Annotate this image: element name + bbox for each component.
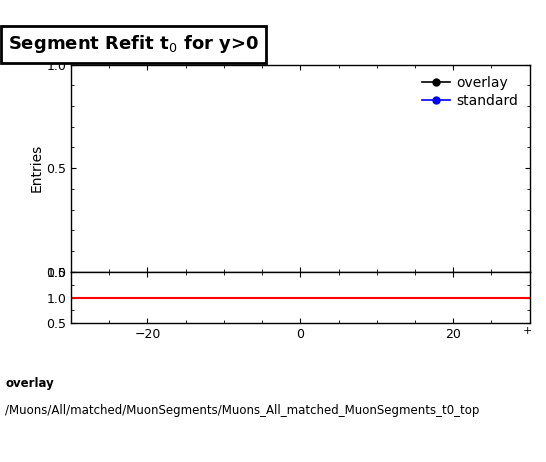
Text: overlay: overlay bbox=[5, 377, 54, 389]
Legend: overlay, standard: overlay, standard bbox=[418, 72, 523, 112]
Y-axis label: Entries: Entries bbox=[29, 144, 43, 192]
Text: /Muons/All/matched/MuonSegments/Muons_All_matched_MuonSegments_t0_top: /Muons/All/matched/MuonSegments/Muons_Al… bbox=[5, 404, 480, 417]
Text: Segment Refit t$_0$ for y>0: Segment Refit t$_0$ for y>0 bbox=[8, 33, 259, 55]
Text: +: + bbox=[523, 326, 532, 336]
